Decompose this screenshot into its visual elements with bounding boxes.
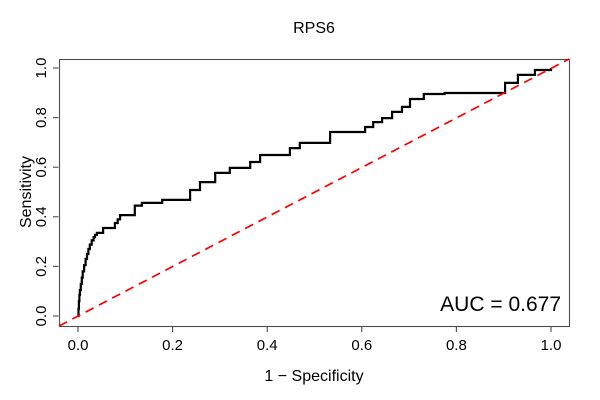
- diagonal-reference-line: [58, 58, 570, 327]
- chart-series: [58, 58, 570, 327]
- y-tick-label: 0.2: [33, 256, 50, 277]
- y-axis-label: Sensitivity: [18, 156, 35, 228]
- x-tick-label: 0.8: [446, 337, 467, 354]
- plot-box: [58, 58, 571, 328]
- roc-curve: [77, 68, 553, 318]
- y-tick-label: 1.0: [33, 58, 50, 79]
- y-axis-ticks: 0.0 0.2 0.4 0.6 0.8 1.0: [33, 58, 59, 327]
- x-axis-ticks: 0.0 0.2 0.4 0.6 0.8 1.0: [68, 326, 562, 354]
- x-tick-label: 0.0: [68, 337, 89, 354]
- chart-title: RPS6: [293, 20, 335, 37]
- y-tick-label: 0.8: [33, 107, 50, 128]
- x-tick-label: 1.0: [541, 337, 562, 354]
- x-tick-label: 0.6: [351, 337, 372, 354]
- x-tick-label: 0.2: [162, 337, 183, 354]
- y-tick-label: 0.0: [33, 306, 50, 327]
- y-tick-label: 0.6: [33, 157, 50, 178]
- x-tick-label: 0.4: [257, 337, 278, 354]
- auc-annotation: AUC = 0.677: [440, 293, 561, 316]
- x-axis-label: 1 − Specificity: [264, 368, 363, 385]
- y-tick-label: 0.4: [33, 206, 50, 227]
